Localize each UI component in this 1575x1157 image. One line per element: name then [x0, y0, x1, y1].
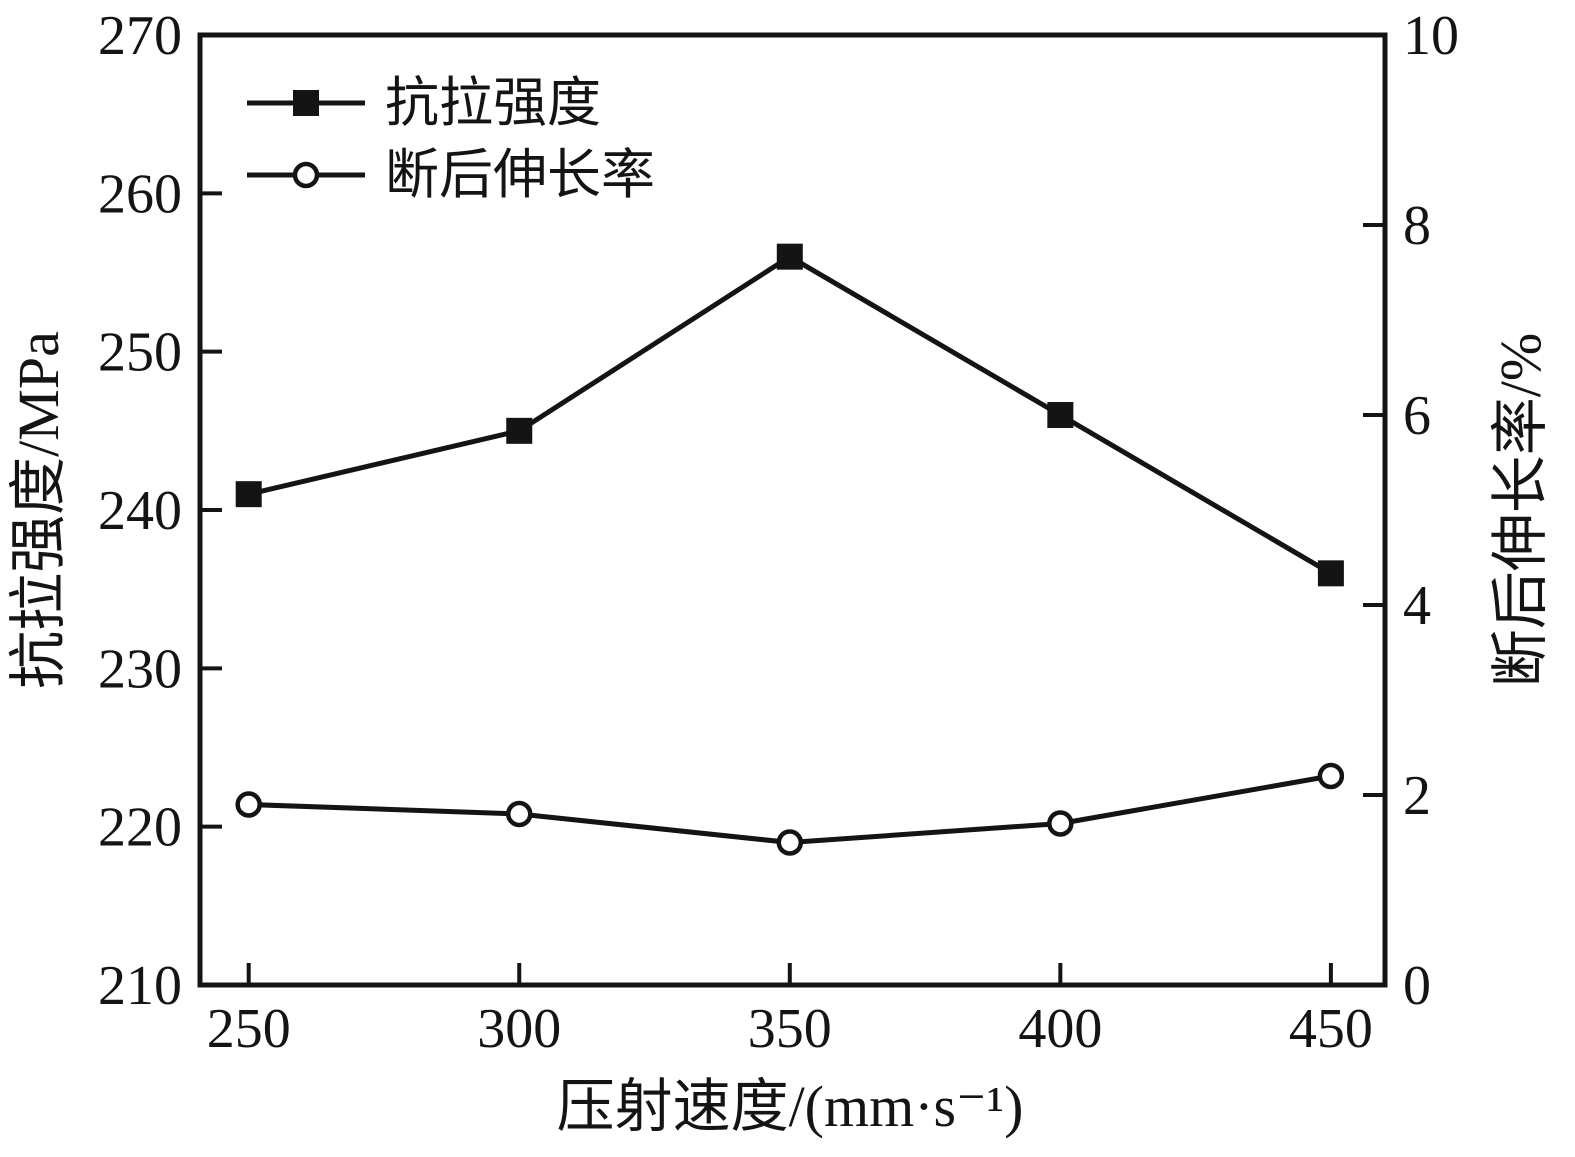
x-tick-label: 350 — [748, 998, 832, 1060]
x-tick-label: 400 — [1018, 998, 1102, 1060]
data-point-circle — [776, 829, 804, 856]
y-axis-title-left: 抗拉强度/MPa — [6, 331, 71, 689]
axis-ticks: 250 300 350 400 450 210 220 230 240 250 260 270 0 2 4 6… — [98, 5, 1459, 1060]
y-left-tick-label: 220 — [98, 797, 182, 859]
open-circle-marker-icon — [292, 161, 320, 189]
legend-item-elongation: 断后伸长率 — [247, 145, 655, 205]
y-axis-title-right: 断后伸长率/% — [1488, 333, 1553, 687]
data-series — [235, 243, 1345, 856]
data-point-square — [1317, 560, 1344, 587]
data-point-square — [1047, 402, 1074, 428]
data-point-square — [235, 481, 262, 508]
data-point-square — [776, 243, 803, 270]
y-left-tick-label: 230 — [98, 638, 182, 700]
data-point-circle — [1317, 762, 1345, 790]
y-left-tick-label: 270 — [98, 5, 182, 67]
y-right-tick-label: 8 — [1403, 195, 1431, 257]
y-left-tick-label: 250 — [98, 322, 182, 384]
x-axis-title: 压射速度/(mm·s⁻¹) — [557, 1074, 1024, 1139]
x-tick-label: 450 — [1289, 998, 1373, 1060]
y-left-tick-label: 240 — [98, 480, 182, 542]
legend-label-elongation: 断后伸长率 — [385, 145, 655, 205]
legend: 抗拉强度 断后伸长率 — [247, 73, 655, 205]
y-left-tick-label: 260 — [98, 163, 182, 225]
series-line-left — [248, 253, 1333, 576]
y-left-tick-label: 210 — [98, 955, 182, 1017]
data-point-circle — [235, 791, 262, 818]
filled-square-marker-icon — [293, 90, 319, 116]
y-right-tick-label: 10 — [1403, 5, 1459, 67]
x-tick-label: 250 — [207, 998, 291, 1060]
x-tick-label: 300 — [477, 998, 561, 1060]
y-right-tick-label: 4 — [1403, 575, 1431, 637]
legend-item-tensile-strength: 抗拉强度 — [247, 73, 601, 133]
data-point-circle — [1047, 810, 1074, 837]
y-right-tick-label: 2 — [1403, 765, 1431, 827]
y-right-tick-label: 6 — [1403, 385, 1431, 447]
y-right-tick-label: 0 — [1403, 955, 1431, 1017]
legend-label-tensile-strength: 抗拉强度 — [385, 73, 601, 133]
data-point-circle — [505, 800, 533, 828]
data-point-square — [506, 417, 533, 444]
